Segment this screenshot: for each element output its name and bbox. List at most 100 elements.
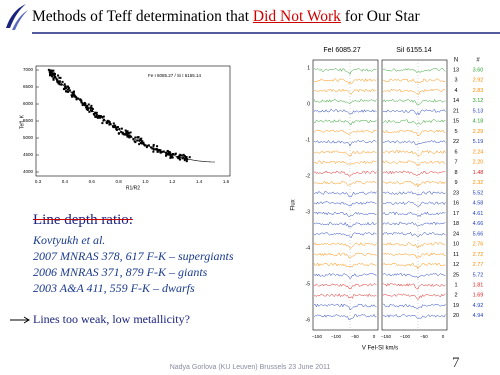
row-value: 2.24 [473, 149, 484, 155]
row-number: 10 [453, 242, 459, 248]
spectrum [382, 303, 446, 309]
spectrum [382, 98, 446, 106]
row-number: 3 [454, 78, 457, 84]
point [68, 89, 71, 92]
point [89, 106, 92, 109]
row-number: 14 [453, 98, 459, 104]
spectrum [314, 283, 377, 290]
point [125, 131, 128, 134]
row-number: 16 [453, 201, 459, 207]
point [170, 154, 173, 157]
row-value: 4.94 [473, 313, 484, 319]
point [142, 141, 145, 144]
point [127, 135, 130, 138]
panel-title: FeI 6085.27 [323, 47, 360, 54]
row-number: 13 [453, 67, 459, 73]
spectrum [314, 68, 377, 75]
point [149, 146, 152, 149]
panel-title: SiI 6155.14 [396, 47, 432, 54]
logo [12, 10, 28, 30]
spectrum [313, 293, 377, 299]
point [152, 150, 155, 153]
point [138, 139, 141, 142]
point [67, 90, 70, 93]
point [139, 141, 142, 144]
point [49, 72, 52, 75]
point [126, 130, 129, 133]
title-text: for Our Star [340, 8, 420, 25]
point [168, 151, 171, 154]
point [87, 103, 90, 106]
x-tick-label: 1.6 [223, 179, 230, 184]
x-tick-label: 0.3 [35, 179, 42, 184]
point [86, 104, 89, 107]
footer: Nadya Gorlova (KU Leuven) Brussels 23 Ju… [169, 364, 331, 371]
point [146, 144, 149, 147]
y-tick-label: 4000 [23, 169, 34, 174]
spectrum [382, 88, 446, 95]
row-value: 4.66 [473, 221, 484, 227]
point [130, 135, 133, 138]
point [74, 96, 77, 99]
point [157, 149, 160, 152]
point [168, 152, 171, 155]
point [84, 103, 87, 106]
point [57, 82, 60, 85]
point [101, 116, 104, 119]
point [47, 68, 50, 71]
point [118, 127, 121, 130]
row-number: 2 [454, 293, 457, 299]
point [61, 80, 64, 83]
spectrum [313, 211, 377, 217]
y-tick-label: -1 [306, 137, 311, 143]
reference: 2003 A&A 411, 559 F-K – dwarfs [33, 281, 195, 295]
row-value: 2.77 [473, 262, 484, 268]
row-value: 4.18 [473, 119, 484, 125]
point [115, 128, 118, 131]
plot-frame [381, 59, 448, 331]
point [91, 107, 94, 110]
point [55, 77, 58, 80]
point [48, 70, 51, 73]
point [165, 151, 168, 154]
axis-label: V FeI-SI km/s [362, 346, 398, 352]
point [169, 156, 172, 159]
point [186, 158, 189, 161]
point [140, 137, 143, 140]
point [57, 74, 60, 77]
point [158, 149, 161, 152]
row-value: 5.66 [473, 231, 484, 237]
spectrum [313, 272, 377, 280]
point [52, 77, 55, 80]
point [183, 157, 186, 160]
spectrum [313, 262, 377, 268]
spectrum [313, 170, 377, 177]
point [53, 72, 56, 75]
point [90, 110, 93, 113]
plot-frame [312, 59, 379, 331]
point [124, 133, 127, 136]
point [141, 140, 144, 143]
row-value: 1.81 [473, 282, 484, 288]
point [72, 92, 75, 95]
point [122, 133, 125, 136]
row-number: 5 [454, 129, 457, 135]
point [90, 104, 93, 107]
point [128, 134, 131, 137]
point [73, 94, 76, 97]
point [114, 126, 117, 129]
axis-label: Teff, K [19, 114, 25, 129]
point [160, 151, 163, 154]
spectrum [313, 232, 377, 239]
spectrum [382, 68, 446, 73]
spectrum [313, 109, 377, 115]
point [49, 74, 52, 77]
point [83, 101, 86, 104]
point [151, 147, 154, 150]
point [52, 78, 55, 81]
row-number: 22 [453, 139, 459, 145]
point [165, 154, 168, 157]
spectrum [313, 242, 377, 249]
